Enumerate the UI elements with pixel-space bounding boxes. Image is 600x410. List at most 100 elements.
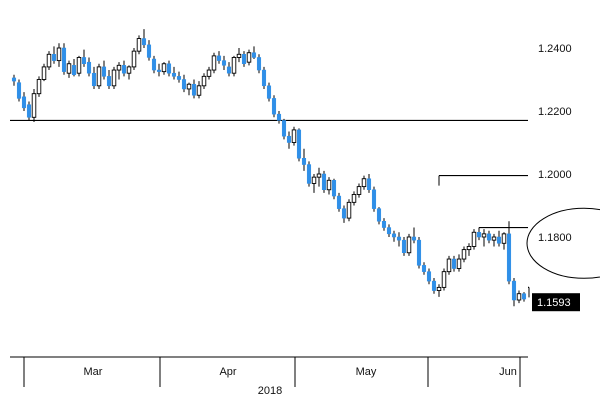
candle — [436, 284, 442, 297]
candle — [326, 177, 332, 195]
candle-body — [161, 63, 167, 73]
candle-body — [246, 52, 252, 63]
candle — [146, 40, 152, 61]
candle — [461, 246, 467, 263]
candle-body — [221, 60, 227, 66]
candle — [186, 82, 192, 96]
candle — [51, 46, 57, 64]
candle-body — [266, 85, 272, 99]
candle — [151, 55, 157, 74]
candle-body — [501, 233, 507, 244]
candle-body — [456, 258, 462, 269]
candle-body — [376, 208, 382, 222]
candle-body — [321, 173, 327, 190]
candle — [391, 230, 397, 242]
candle-body — [291, 129, 297, 143]
candle-body — [411, 236, 417, 241]
y-tick-label: 1.2400 — [538, 43, 572, 55]
candle — [96, 63, 102, 89]
candle — [281, 118, 287, 140]
candle-body — [381, 221, 387, 228]
candle — [311, 174, 317, 193]
candle-body — [496, 236, 502, 244]
candle-body — [296, 129, 302, 159]
candle — [171, 66, 177, 80]
candle-body — [356, 186, 362, 195]
candle-body — [36, 79, 42, 95]
candle — [131, 48, 137, 71]
candle — [291, 126, 297, 146]
candle — [16, 79, 22, 102]
candle — [376, 207, 382, 225]
candle-body — [506, 233, 512, 282]
candle-body — [176, 76, 182, 80]
candle-body — [41, 66, 47, 80]
candle-body — [466, 245, 472, 251]
candle-body — [21, 96, 27, 109]
candle-body — [46, 53, 52, 68]
candle — [11, 74, 17, 86]
candle — [71, 59, 77, 77]
candle — [191, 79, 197, 99]
candle — [386, 224, 392, 237]
candle-body — [316, 173, 322, 178]
candle — [141, 29, 147, 48]
candle — [496, 230, 502, 247]
candle-body — [341, 208, 347, 219]
candle — [381, 218, 387, 231]
candle — [166, 60, 172, 77]
candle-body — [346, 201, 352, 219]
candle-body — [491, 236, 497, 241]
candle — [511, 277, 517, 307]
candle — [501, 232, 507, 250]
candle — [481, 229, 487, 247]
candle — [471, 229, 477, 250]
candle-body — [336, 195, 342, 209]
candle-body — [81, 57, 87, 65]
candle — [441, 268, 447, 291]
candle-body — [391, 233, 397, 238]
candle — [516, 290, 522, 304]
candle-body — [196, 85, 202, 96]
candle — [396, 232, 402, 247]
candle-body — [11, 77, 17, 82]
candle-body — [511, 280, 517, 301]
candle — [371, 186, 377, 212]
candle-body — [351, 194, 357, 203]
candle — [156, 63, 162, 77]
candle-body — [301, 158, 307, 165]
candle — [466, 243, 472, 256]
annotations — [526, 207, 600, 279]
candle — [116, 62, 122, 80]
candle-body — [191, 83, 197, 96]
candle-body — [451, 258, 457, 269]
candle-body — [171, 72, 177, 77]
candle — [41, 63, 47, 82]
candle — [161, 62, 167, 75]
candle — [331, 178, 337, 200]
highlight-ellipse — [526, 207, 600, 279]
candle — [351, 191, 357, 206]
candle — [356, 183, 362, 198]
candle — [266, 82, 272, 102]
y-tick-label: 1.1800 — [538, 232, 572, 244]
candle-body — [486, 233, 492, 241]
candle — [86, 57, 92, 77]
candle-body — [416, 239, 422, 266]
x-tick-label: Apr — [219, 366, 236, 378]
candle-body — [476, 232, 482, 238]
candle-body — [436, 286, 442, 291]
candle — [271, 95, 277, 118]
candle — [111, 66, 117, 89]
candle-body — [216, 55, 222, 61]
candle-body — [326, 179, 332, 191]
candle — [26, 101, 32, 121]
candle — [491, 233, 497, 247]
candle — [416, 237, 422, 269]
candle-body — [146, 44, 152, 58]
candle — [361, 175, 367, 190]
candle — [406, 233, 412, 256]
candle — [231, 55, 237, 77]
candle-body — [106, 76, 112, 87]
